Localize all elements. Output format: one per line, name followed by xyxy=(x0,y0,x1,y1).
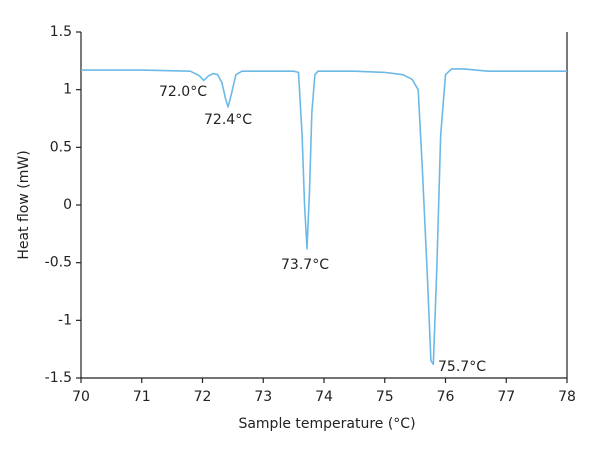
y-tick-label: 0 xyxy=(63,197,72,213)
y-tick-label: -1 xyxy=(58,312,72,328)
annotation: 72.4°C xyxy=(204,112,252,128)
x-tick-label: 73 xyxy=(254,389,272,405)
y-tick-label: 1.5 xyxy=(50,24,72,40)
x-tick-label: 78 xyxy=(558,389,576,405)
x-tick-label: 74 xyxy=(315,389,333,405)
y-axis-label: Heat flow (mW) xyxy=(16,150,32,259)
annotation: 73.7°C xyxy=(281,257,329,273)
y-tick-label: -0.5 xyxy=(45,255,72,271)
y-tick-label: -1.5 xyxy=(45,370,72,386)
x-tick-label: 75 xyxy=(376,389,394,405)
x-tick-label: 70 xyxy=(72,389,90,405)
y-tick-label: 1 xyxy=(63,82,72,98)
x-tick-label: 77 xyxy=(497,389,515,405)
x-tick-label: 72 xyxy=(194,389,212,405)
x-tick-label: 71 xyxy=(133,389,151,405)
y-tick-label: 0.5 xyxy=(50,139,72,155)
annotation: 75.7°C xyxy=(438,359,486,375)
x-axis-label: Sample temperature (°C) xyxy=(238,416,415,432)
line-series xyxy=(81,68,567,365)
x-tick-label: 76 xyxy=(437,389,455,405)
annotation: 72.0°C xyxy=(159,84,207,100)
